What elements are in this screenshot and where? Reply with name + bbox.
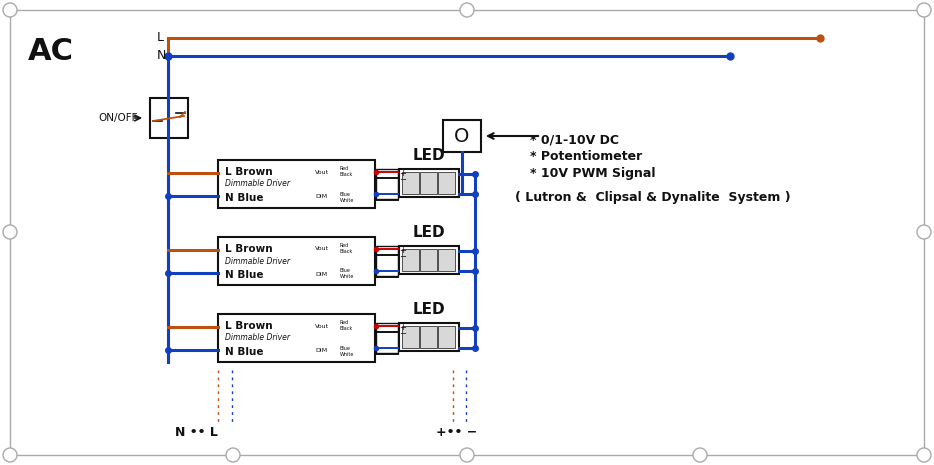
Text: Blue: Blue: [340, 192, 351, 197]
Text: White: White: [340, 352, 354, 357]
Bar: [402, 326, 419, 348]
Text: Red: Red: [340, 166, 349, 172]
Circle shape: [693, 448, 707, 462]
Circle shape: [460, 3, 474, 17]
Bar: [376, 169, 398, 199]
Bar: [218, 314, 375, 362]
Text: White: White: [340, 198, 354, 202]
Text: LED: LED: [413, 303, 446, 318]
Bar: [218, 237, 375, 285]
Bar: [420, 172, 437, 194]
Bar: [420, 326, 437, 348]
Text: Black: Black: [340, 326, 353, 332]
Text: Red: Red: [340, 244, 349, 248]
Text: * 0/1-10V DC: * 0/1-10V DC: [530, 133, 619, 146]
Bar: [376, 246, 398, 276]
Text: Red: Red: [340, 320, 349, 326]
Bar: [438, 249, 455, 271]
Text: Blue: Blue: [340, 345, 351, 351]
Bar: [218, 160, 375, 208]
Text: Dimmable Driver: Dimmable Driver: [225, 333, 290, 343]
Text: N Blue: N Blue: [225, 270, 263, 280]
Text: +: +: [399, 170, 406, 179]
Text: N Blue: N Blue: [225, 347, 263, 357]
Circle shape: [917, 448, 931, 462]
Bar: [399, 169, 459, 197]
Text: DIM: DIM: [315, 272, 327, 277]
Text: AC: AC: [28, 38, 74, 66]
Bar: [399, 323, 459, 351]
Bar: [402, 249, 419, 271]
Text: ON/OFF: ON/OFF: [98, 113, 137, 123]
Text: LED: LED: [413, 148, 446, 164]
Circle shape: [460, 448, 474, 462]
Text: −: −: [399, 175, 406, 185]
Text: * 10V PWM Signal: * 10V PWM Signal: [530, 167, 656, 180]
Text: ( Lutron &  Clipsal & Dynalite  System ): ( Lutron & Clipsal & Dynalite System ): [515, 191, 790, 204]
Circle shape: [226, 448, 240, 462]
Text: −: −: [399, 330, 406, 339]
Circle shape: [3, 225, 17, 239]
Text: Dimmable Driver: Dimmable Driver: [225, 257, 290, 266]
Text: L Brown: L Brown: [225, 244, 273, 254]
Bar: [150, 98, 188, 138]
Text: Black: Black: [340, 250, 353, 254]
Bar: [443, 120, 481, 152]
Circle shape: [917, 3, 931, 17]
Text: Dimmable Driver: Dimmable Driver: [225, 179, 290, 188]
Text: N Blue: N Blue: [225, 193, 263, 203]
Text: N: N: [157, 49, 166, 62]
Bar: [376, 323, 398, 353]
Text: −: −: [399, 252, 406, 261]
Text: L Brown: L Brown: [225, 321, 273, 331]
Text: L Brown: L Brown: [225, 167, 273, 177]
Text: LED: LED: [413, 226, 446, 240]
Text: DIM: DIM: [315, 348, 327, 353]
Text: +: +: [399, 324, 406, 332]
Circle shape: [3, 3, 17, 17]
Text: Black: Black: [340, 173, 353, 178]
Text: L: L: [157, 32, 164, 45]
Text: Vout: Vout: [315, 246, 329, 252]
Circle shape: [3, 448, 17, 462]
Text: +: +: [399, 246, 406, 255]
Text: White: White: [340, 274, 354, 279]
Text: +•• −: +•• −: [436, 425, 477, 438]
Text: N •• L: N •• L: [175, 425, 218, 438]
Text: O: O: [454, 126, 470, 146]
Text: * Potentiometer: * Potentiometer: [530, 151, 643, 164]
Circle shape: [917, 225, 931, 239]
Bar: [399, 246, 459, 274]
Bar: [402, 172, 419, 194]
Text: DIM: DIM: [315, 194, 327, 199]
Bar: [438, 172, 455, 194]
Bar: [420, 249, 437, 271]
Bar: [438, 326, 455, 348]
Text: Vout: Vout: [315, 170, 329, 174]
Text: Vout: Vout: [315, 324, 329, 328]
Text: Blue: Blue: [340, 268, 351, 273]
